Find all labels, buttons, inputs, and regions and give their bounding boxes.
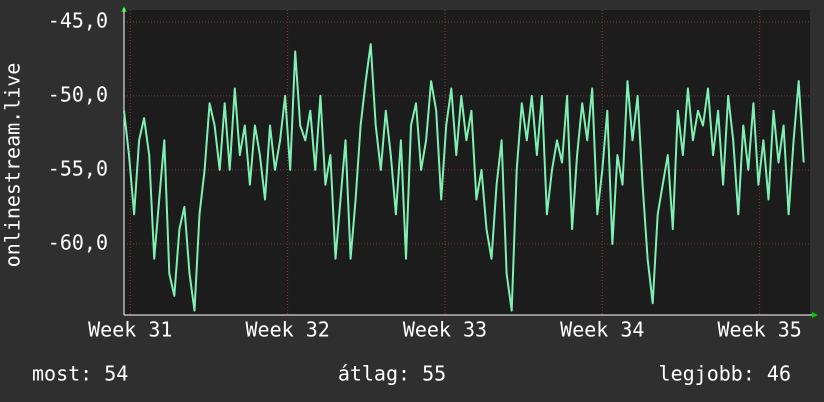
stat-current: most: 54 [32,362,128,386]
x-tick-label: Week 35 [718,318,802,342]
stat-best: legjobb: 46 [659,362,791,386]
y-tick-label: -55,0 [48,156,108,180]
y-tick-label: -60,0 [48,230,108,254]
stat-average: átlag: 55 [338,362,446,386]
x-tick-label: Week 34 [560,318,644,342]
y-axis-label: onlinestream.live [1,63,25,268]
plot-area [124,10,810,315]
x-tick-label: Week 33 [403,318,487,342]
axis-arrow [812,312,818,318]
x-tick-label: Week 31 [88,318,172,342]
y-tick-label: -45,0 [48,8,108,32]
x-tick-label: Week 32 [245,318,329,342]
data-line [123,43,805,312]
y-tick-label: -50,0 [48,82,108,106]
